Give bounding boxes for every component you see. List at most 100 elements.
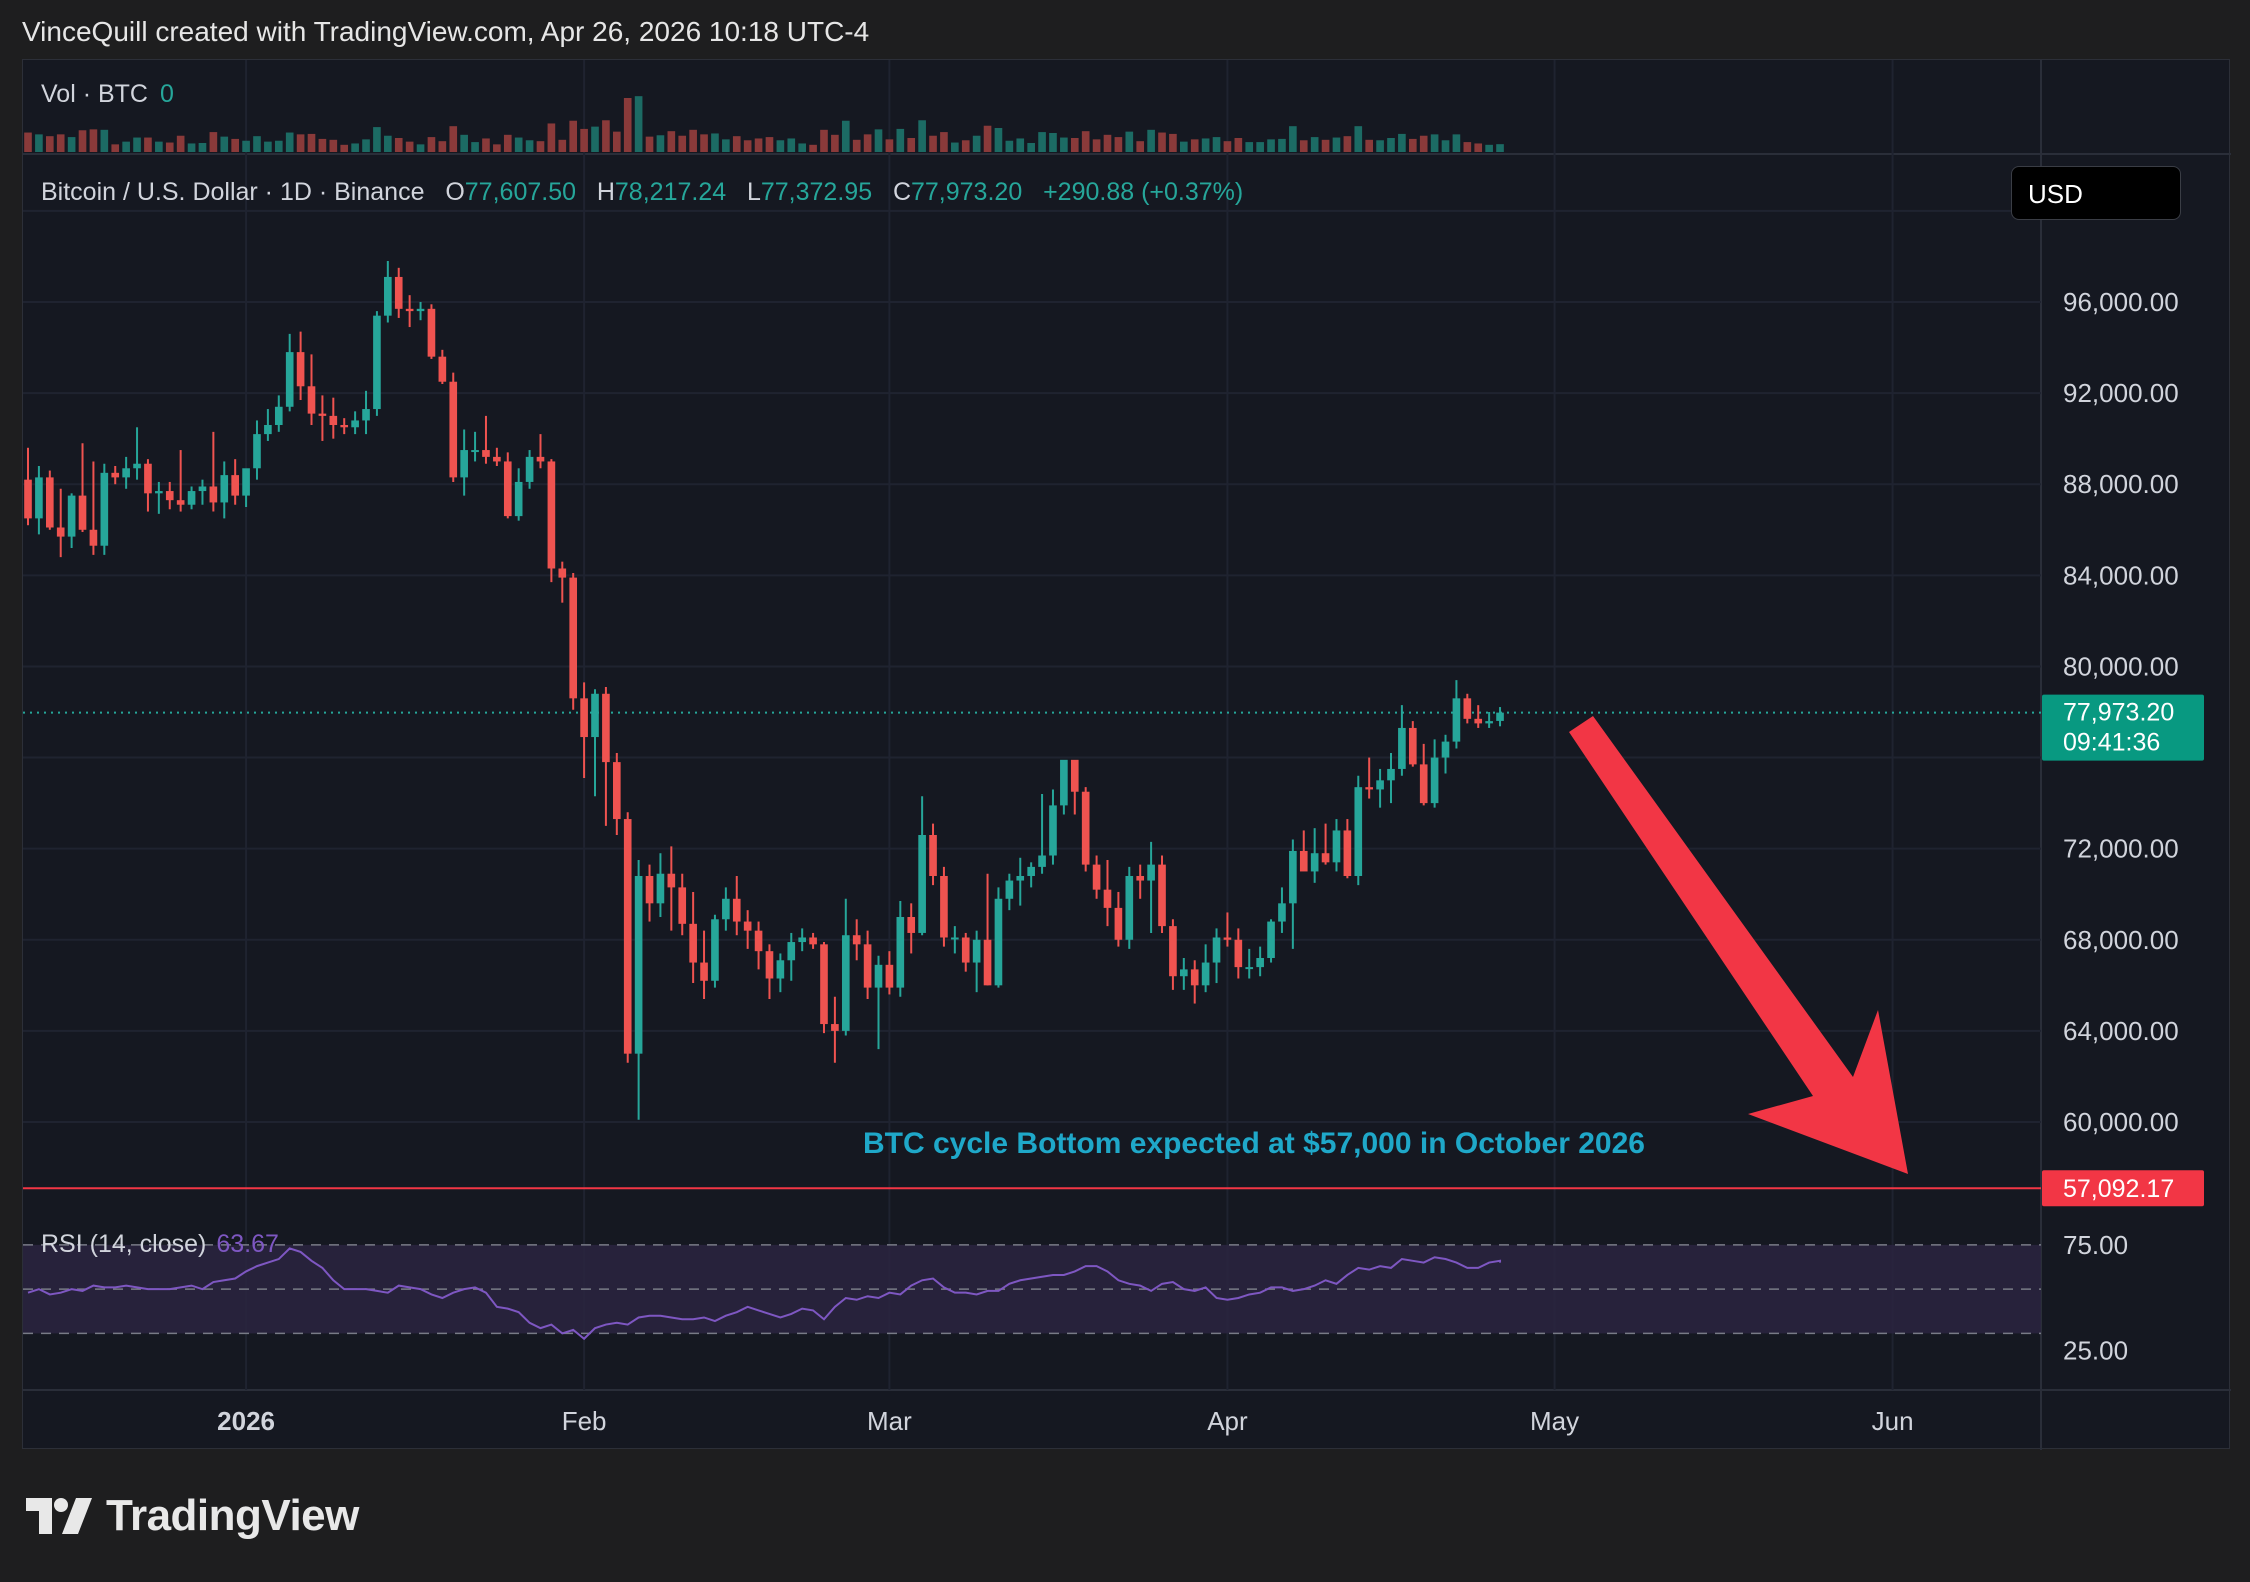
volume-bar [1408,138,1417,152]
volume-bar [45,136,54,152]
volume-bar [111,144,120,152]
rsi-value: 63.67 [216,1230,279,1258]
candle-body [743,921,752,931]
currency-button[interactable]: USD [2011,166,2181,220]
candle-body [220,475,229,503]
volume-bar [460,134,468,152]
volume-bar [983,125,992,152]
symbol-name[interactable]: Bitcoin / U.S. Dollar · 1D · Binance [41,178,425,206]
candle-body [1245,967,1254,970]
volume-value: 0 [159,80,174,108]
y-tick-label: 68,000.00 [2063,925,2179,955]
candle-body [1332,830,1341,863]
volume-bar [1332,137,1341,152]
candle-body [820,944,828,1025]
y-tick-label: 96,000.00 [2063,287,2179,317]
candle-body [972,939,981,963]
volume-bar [689,129,697,152]
x-tick-label: 2026 [217,1406,275,1436]
candle-body [1256,958,1264,968]
volume-bar [1452,134,1461,152]
candle-body [242,468,250,496]
volume-bar [863,134,872,152]
candle-body [1060,759,1068,806]
target-price-badge [2042,1170,2204,1207]
candle-body [318,413,327,416]
volume-bar [176,135,185,152]
candle-body [732,898,741,922]
chart-canvas[interactable]: 2026 Feb Mar Apr May Jun 96,000.00 92,000.00 88,… [23,60,2231,1450]
volume-bar [122,141,130,152]
candle-body [78,495,87,530]
candle-body [1321,853,1330,863]
volume-bar [1081,131,1090,152]
rsi-line [27,1247,1502,1341]
volume-bar [1496,144,1504,152]
volume-bar [525,140,534,152]
candle-body [929,835,937,876]
volume-bar [667,131,676,152]
candle-body [765,951,774,979]
x-tick-label: Jun [1872,1406,1914,1436]
volume-bar [416,144,425,152]
y-tick-label: 72,000.00 [2063,834,2179,864]
volume-bar [1299,140,1308,152]
volume-bar [678,135,687,152]
candle-body [1354,787,1363,876]
volume-bar [994,128,1003,152]
candle-body [634,876,643,1054]
candle-body [67,495,76,537]
candle-body [994,898,1003,986]
volume-bar [318,138,327,152]
candle-body [1147,864,1155,881]
down-arrow [1569,716,1908,1174]
volume-bar [1430,134,1439,152]
volume-bar [438,141,447,152]
volume-bar [1005,140,1014,152]
volume-bar [700,134,708,152]
volume-bar [558,139,567,152]
volume-bar [1474,143,1483,152]
candle-body [155,491,163,494]
last-price-badge-price: 77,973.20 [2063,699,2174,727]
candle-body [1452,698,1461,742]
candle-body [1365,787,1374,790]
volume-bar [503,134,512,152]
low-value: 77,372.95 [760,178,873,206]
volume-bar [1310,137,1319,152]
volume-bar [165,142,174,152]
volume-bar [1387,138,1395,152]
candle-body [307,386,316,414]
volume-bar [1343,136,1352,152]
candle-body [809,937,817,945]
volume-legend: Vol · BTC 0 [41,80,174,109]
candle-body [798,937,806,943]
rsi-legend: RSI (14, close) 63.67 [41,1230,279,1259]
chart-caption: VinceQuill created with TradingView.com,… [22,16,870,47]
tradingview-logo[interactable]: TradingView [26,1488,359,1544]
volume-bar [373,127,381,152]
volume-bar [602,120,610,152]
candle-body [416,308,425,312]
candle-body [831,1024,839,1031]
candle-body [438,356,447,382]
candle-body [100,472,109,546]
volume-bar [1201,138,1210,152]
candle-body [285,352,294,407]
candle-body [340,425,349,428]
volume-bar [1267,139,1275,152]
volume-bar [514,137,523,152]
x-tick-label: Mar [867,1406,912,1436]
volume-bar [1212,137,1221,152]
volume-bar [765,137,774,152]
candle-body [405,308,414,312]
bottom-annotation-text: BTC cycle Bottom expected at $57,000 in … [863,1127,1645,1160]
candle-body [45,477,54,528]
volume-bar [493,144,501,152]
chart-frame[interactable]: 2026 Feb Mar Apr May Jun 96,000.00 92,000.00 88,… [22,59,2231,1450]
candle-body [122,468,130,478]
volume-bar [580,128,588,152]
candle-body [1299,850,1308,872]
volume-bar [1245,142,1254,152]
candle-body [1376,780,1384,790]
